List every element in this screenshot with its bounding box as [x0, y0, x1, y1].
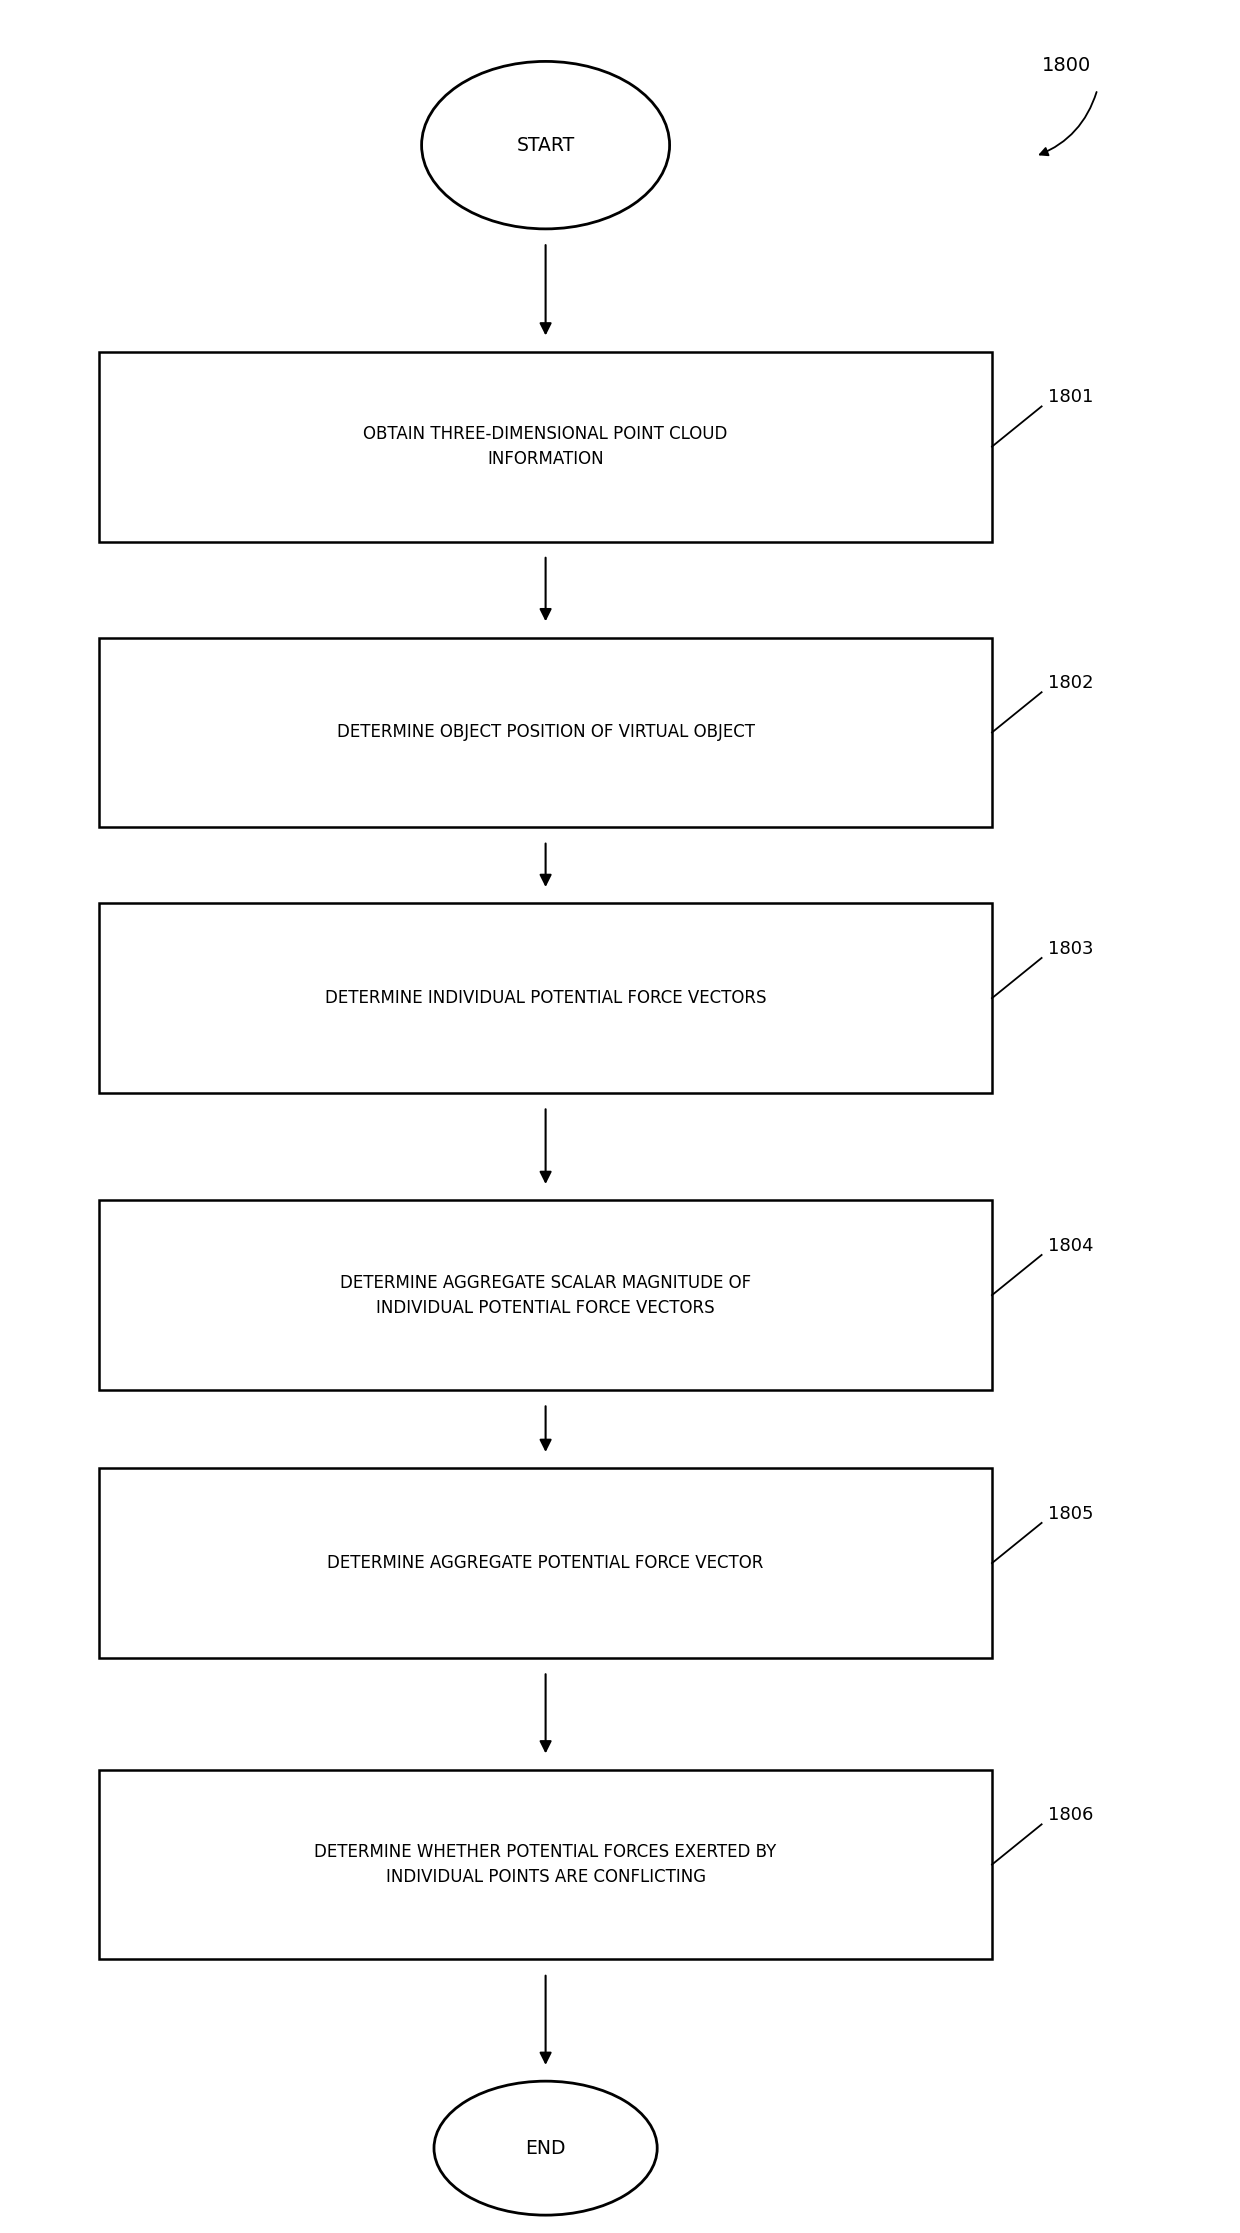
FancyBboxPatch shape: [99, 351, 992, 540]
Ellipse shape: [422, 60, 670, 230]
Text: START: START: [517, 136, 574, 154]
Text: 1803: 1803: [1048, 940, 1094, 958]
FancyBboxPatch shape: [99, 1769, 992, 1961]
Text: DETERMINE AGGREGATE POTENTIAL FORCE VECTOR: DETERMINE AGGREGATE POTENTIAL FORCE VECT…: [327, 1554, 764, 1572]
Text: 1801: 1801: [1048, 389, 1094, 406]
Text: DETERMINE AGGREGATE SCALAR MAGNITUDE OF
INDIVIDUAL POTENTIAL FORCE VECTORS: DETERMINE AGGREGATE SCALAR MAGNITUDE OF …: [340, 1273, 751, 1317]
Text: END: END: [526, 2139, 565, 2157]
Text: OBTAIN THREE-DIMENSIONAL POINT CLOUD
INFORMATION: OBTAIN THREE-DIMENSIONAL POINT CLOUD INF…: [363, 424, 728, 469]
Text: 1800: 1800: [1042, 56, 1091, 76]
Ellipse shape: [434, 2081, 657, 2215]
Text: DETERMINE OBJECT POSITION OF VIRTUAL OBJECT: DETERMINE OBJECT POSITION OF VIRTUAL OBJ…: [336, 723, 755, 741]
Text: DETERMINE WHETHER POTENTIAL FORCES EXERTED BY
INDIVIDUAL POINTS ARE CONFLICTING: DETERMINE WHETHER POTENTIAL FORCES EXERT…: [315, 1842, 776, 1887]
FancyBboxPatch shape: [99, 1201, 992, 1389]
FancyBboxPatch shape: [99, 639, 992, 826]
Text: 1806: 1806: [1048, 1806, 1094, 1824]
FancyBboxPatch shape: [99, 1469, 992, 1657]
Text: DETERMINE INDIVIDUAL POTENTIAL FORCE VECTORS: DETERMINE INDIVIDUAL POTENTIAL FORCE VEC…: [325, 989, 766, 1007]
FancyBboxPatch shape: [99, 902, 992, 1092]
Text: 1805: 1805: [1048, 1505, 1094, 1523]
Text: 1802: 1802: [1048, 674, 1094, 692]
Text: 1804: 1804: [1048, 1237, 1094, 1255]
